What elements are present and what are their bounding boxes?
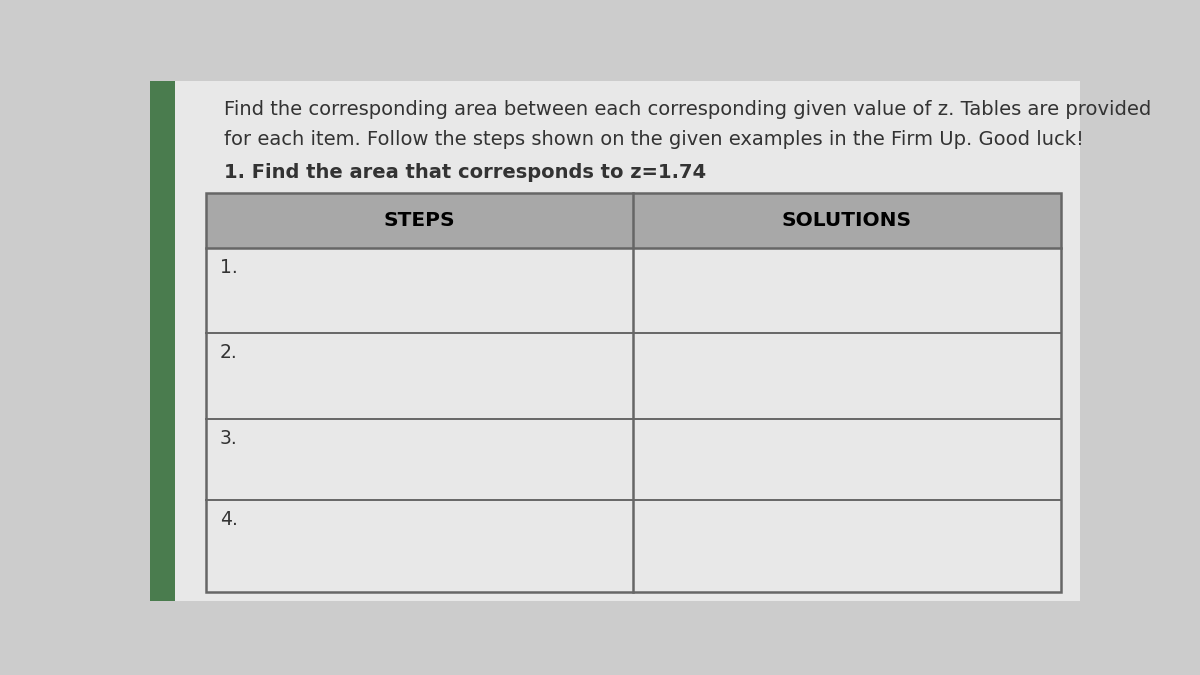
Bar — [206, 248, 1061, 333]
Bar — [206, 333, 1061, 419]
Bar — [206, 192, 1061, 248]
Text: 1. Find the area that corresponds to z=1.74: 1. Find the area that corresponds to z=1… — [223, 163, 706, 182]
Bar — [206, 192, 1061, 591]
Text: 3.: 3. — [220, 429, 238, 448]
Text: 1.: 1. — [220, 258, 238, 277]
Bar — [206, 500, 1061, 591]
Text: Find the corresponding area between each corresponding given value of z. Tables : Find the corresponding area between each… — [223, 101, 1151, 119]
Text: 2.: 2. — [220, 343, 238, 362]
Bar — [206, 419, 1061, 500]
Text: STEPS: STEPS — [384, 211, 455, 230]
Bar — [150, 81, 175, 601]
Text: 4.: 4. — [220, 510, 238, 529]
Text: for each item. Follow the steps shown on the given examples in the Firm Up. Good: for each item. Follow the steps shown on… — [223, 130, 1084, 148]
Text: SOLUTIONS: SOLUTIONS — [782, 211, 912, 230]
